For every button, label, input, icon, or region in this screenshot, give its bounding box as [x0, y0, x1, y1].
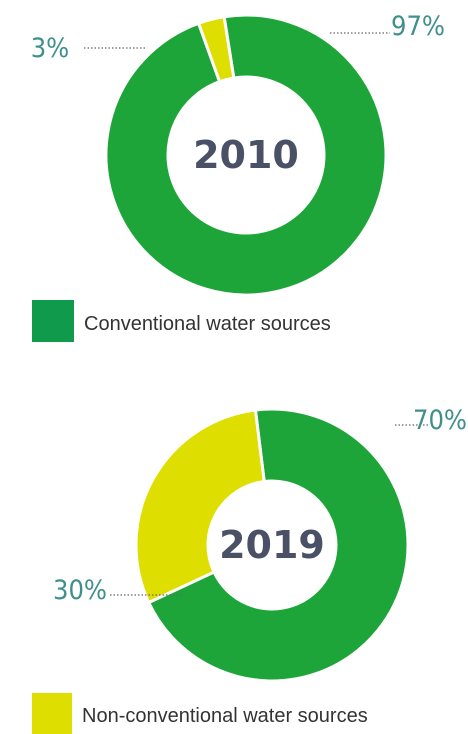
legend-label: Non-conventional water sources [82, 705, 368, 727]
value-label: 3% [31, 33, 70, 64]
center-label: 2019 [219, 523, 325, 567]
legend-swatch [32, 300, 74, 342]
value-label: 70% [413, 405, 467, 436]
center-label: 2010 [193, 133, 299, 177]
legend-label: Conventional water sources [84, 313, 331, 335]
donut-slice [104, 13, 388, 297]
donut-slice [146, 407, 410, 683]
donut-slice [134, 408, 266, 605]
legend-swatch [32, 693, 72, 734]
value-label: 30% [53, 575, 107, 606]
donut-slice [196, 15, 236, 84]
value-label: 97% [391, 11, 445, 42]
